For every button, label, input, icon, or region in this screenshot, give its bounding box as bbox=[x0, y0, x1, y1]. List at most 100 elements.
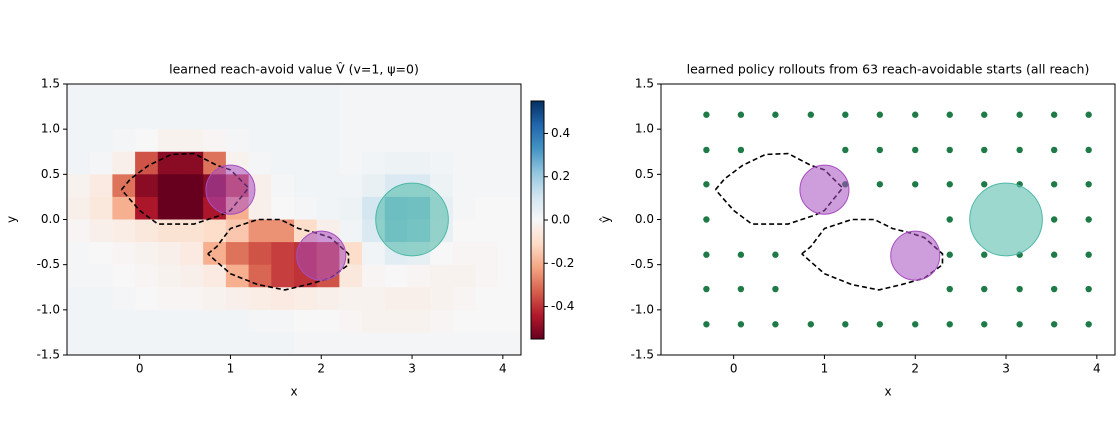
start-point bbox=[737, 251, 745, 258]
start-point bbox=[946, 216, 953, 223]
heatmap-cell bbox=[430, 106, 454, 130]
heatmap-cell bbox=[248, 264, 272, 288]
heatmap-cell bbox=[180, 332, 204, 356]
heatmap-cell bbox=[452, 151, 476, 175]
zero-contour bbox=[801, 218, 944, 291]
heatmap-cell bbox=[203, 84, 227, 107]
heatmap-cell bbox=[498, 264, 522, 288]
region-circle bbox=[375, 182, 449, 257]
heatmap-cell bbox=[180, 84, 204, 107]
heatmap-cell bbox=[430, 242, 454, 266]
heatmap-cell bbox=[157, 174, 181, 198]
heatmap-cell bbox=[430, 264, 454, 288]
heatmap-cell bbox=[89, 84, 113, 107]
region-circle bbox=[969, 182, 1043, 257]
heatmap-cell bbox=[452, 129, 476, 153]
y-tick-label: 1.0 bbox=[635, 122, 654, 136]
heatmap-cell bbox=[248, 242, 272, 266]
heatmap-cell bbox=[67, 219, 91, 243]
start-point bbox=[703, 285, 710, 293]
heatmap-cell bbox=[271, 196, 295, 220]
heatmap-cell bbox=[271, 309, 295, 333]
heatmap-cell bbox=[294, 287, 318, 311]
region-circle bbox=[799, 164, 850, 215]
heatmap-cell bbox=[339, 264, 363, 288]
plot-background bbox=[661, 84, 1115, 355]
heatmap-cell bbox=[203, 264, 227, 288]
heatmap-cell bbox=[67, 174, 91, 198]
heatmap-cell bbox=[180, 106, 204, 130]
heatmap-cell bbox=[89, 174, 113, 198]
heatmap-cell bbox=[135, 196, 159, 220]
heatmap-cell bbox=[112, 219, 136, 243]
start-point bbox=[807, 111, 815, 118]
heatmap-cell bbox=[294, 332, 318, 356]
heatmap-cell bbox=[316, 174, 340, 198]
heatmap-cell bbox=[316, 129, 340, 153]
heatmap-cell bbox=[112, 196, 136, 220]
x-tick-label: 2 bbox=[317, 362, 325, 376]
heatmap-cell bbox=[248, 332, 272, 356]
heatmap-cell bbox=[203, 332, 227, 356]
heatmap-cell bbox=[225, 332, 249, 356]
heatmap-cell bbox=[384, 129, 408, 153]
start-point bbox=[1016, 146, 1023, 154]
heatmap-cell bbox=[89, 332, 113, 356]
heatmap-cell bbox=[157, 151, 181, 175]
heatmap-cell bbox=[339, 129, 363, 153]
start-point bbox=[876, 321, 884, 328]
heatmap-cell bbox=[430, 332, 454, 356]
heatmap-cell bbox=[180, 129, 204, 153]
heatmap-cell bbox=[225, 106, 249, 130]
heatmap-cell bbox=[271, 242, 295, 266]
heatmap-cell bbox=[498, 219, 522, 243]
heatmap-cell bbox=[316, 151, 340, 175]
heatmap-cell bbox=[475, 129, 499, 153]
start-point bbox=[1050, 146, 1058, 154]
heatmap-cell bbox=[339, 84, 363, 107]
heatmap-cell bbox=[294, 129, 318, 153]
heatmap-cell bbox=[157, 219, 181, 243]
start-point bbox=[912, 321, 919, 328]
x-tick-label: 1 bbox=[821, 362, 829, 376]
heatmap-cell bbox=[112, 332, 136, 356]
region-circle bbox=[205, 164, 256, 215]
y-tick-label: 0.0 bbox=[635, 212, 654, 226]
heatmap-cell bbox=[498, 287, 522, 311]
heatmap-cell bbox=[89, 219, 113, 243]
region-circle bbox=[296, 230, 347, 281]
colorbar-tick-label: 0.2 bbox=[551, 169, 570, 183]
heatmap-cell bbox=[498, 129, 522, 153]
heatmap-cell bbox=[430, 129, 454, 153]
start-point bbox=[912, 181, 919, 188]
heatmap-cell bbox=[67, 332, 91, 356]
heatmap-cell bbox=[384, 309, 408, 333]
heatmap-cell bbox=[180, 196, 204, 220]
heatmap-cell bbox=[407, 151, 431, 175]
heatmap-cell bbox=[180, 264, 204, 288]
heatmap-cell bbox=[407, 287, 431, 311]
x-axis-label: x bbox=[290, 385, 297, 399]
start-point bbox=[842, 146, 849, 154]
heatmap-cell bbox=[362, 287, 386, 311]
heatmap-cell bbox=[316, 196, 340, 220]
heatmap-cell bbox=[135, 309, 159, 333]
start-point bbox=[946, 251, 953, 258]
heatmap-cell bbox=[248, 84, 272, 107]
heatmap-cell bbox=[225, 129, 249, 153]
start-point bbox=[912, 146, 919, 154]
heatmap-cell bbox=[67, 151, 91, 175]
heatmap-cell bbox=[89, 129, 113, 153]
heatmap-cell bbox=[67, 287, 91, 311]
heatmap-cell bbox=[248, 219, 272, 243]
start-point bbox=[981, 146, 988, 154]
heatmap-cell bbox=[135, 264, 159, 288]
heatmap-cell bbox=[67, 84, 91, 107]
heatmap-cell bbox=[135, 106, 159, 130]
heatmap-cell bbox=[225, 84, 249, 107]
heatmap-cell bbox=[67, 309, 91, 333]
start-point bbox=[1050, 285, 1058, 293]
heatmap-cell bbox=[316, 106, 340, 130]
heatmap-cell bbox=[339, 196, 363, 220]
heatmap-cell bbox=[452, 287, 476, 311]
